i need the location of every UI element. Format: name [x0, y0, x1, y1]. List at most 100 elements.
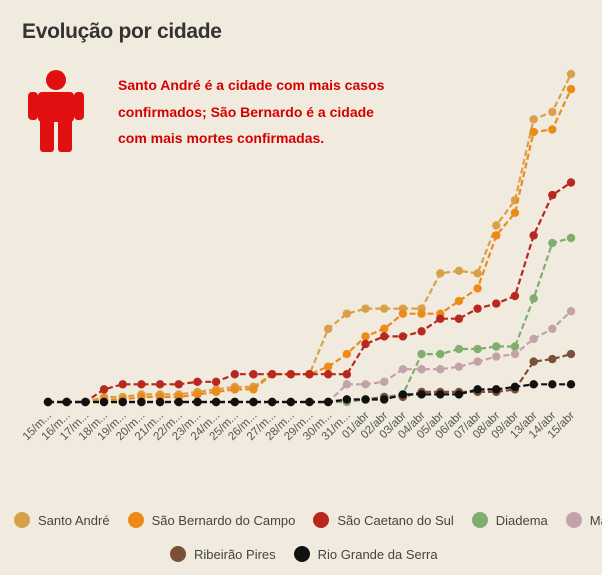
data-point[interactable] [454, 314, 464, 323]
data-point[interactable] [510, 349, 520, 359]
data-point[interactable] [492, 299, 501, 308]
data-point[interactable] [417, 390, 426, 399]
data-point[interactable] [492, 352, 501, 361]
data-point[interactable] [566, 178, 576, 187]
data-point[interactable] [473, 385, 482, 394]
data-point[interactable] [566, 233, 576, 243]
legend-item[interactable]: São Bernardo do Campo [127, 512, 295, 528]
data-point[interactable] [342, 395, 352, 404]
data-point[interactable] [342, 309, 352, 318]
data-point[interactable] [211, 397, 221, 407]
data-point[interactable] [342, 370, 352, 379]
data-point[interactable] [566, 84, 576, 94]
data-point[interactable] [99, 397, 109, 407]
data-point[interactable] [398, 332, 408, 341]
data-point[interactable] [548, 238, 557, 248]
data-point[interactable] [454, 344, 464, 354]
data-point[interactable] [492, 221, 501, 230]
data-point[interactable] [510, 382, 520, 392]
data-point[interactable] [137, 397, 146, 407]
data-point[interactable] [230, 397, 239, 407]
data-point[interactable] [529, 380, 538, 389]
data-point[interactable] [305, 370, 314, 379]
data-point[interactable] [323, 362, 333, 371]
legend-item[interactable]: Diadema [471, 512, 548, 528]
data-point[interactable] [193, 390, 202, 399]
data-point[interactable] [510, 291, 520, 301]
data-point[interactable] [118, 380, 127, 389]
data-point[interactable] [249, 370, 258, 379]
data-point[interactable] [380, 377, 389, 387]
data-point[interactable] [155, 380, 165, 389]
data-point[interactable] [529, 231, 538, 240]
data-point[interactable] [380, 324, 389, 334]
data-point[interactable] [529, 357, 538, 366]
legend-item[interactable]: Rio Grande da Serra [293, 546, 438, 562]
data-point[interactable] [492, 231, 501, 240]
legend-item[interactable]: São Caetano do Sul [313, 512, 454, 528]
data-point[interactable] [193, 397, 202, 407]
data-point[interactable] [305, 397, 314, 407]
data-point[interactable] [211, 387, 221, 397]
data-point[interactable] [43, 397, 53, 407]
data-point[interactable] [361, 332, 370, 341]
data-point[interactable] [155, 397, 165, 407]
data-point[interactable] [473, 357, 482, 366]
data-point[interactable] [230, 385, 239, 394]
data-point[interactable] [249, 397, 258, 407]
data-point[interactable] [361, 339, 370, 349]
data-point[interactable] [398, 390, 408, 399]
data-point[interactable] [342, 380, 352, 389]
data-point[interactable] [211, 377, 221, 387]
data-point[interactable] [62, 397, 71, 407]
data-point[interactable] [249, 385, 258, 394]
data-point[interactable] [454, 266, 464, 275]
data-point[interactable] [529, 334, 538, 344]
data-point[interactable] [323, 397, 333, 407]
data-point[interactable] [361, 304, 370, 313]
data-point[interactable] [492, 342, 501, 351]
data-point[interactable] [436, 349, 445, 359]
data-point[interactable] [436, 314, 445, 323]
data-point[interactable] [548, 107, 557, 117]
data-point[interactable] [361, 395, 370, 404]
data-point[interactable] [510, 342, 520, 351]
data-point[interactable] [492, 385, 501, 394]
data-point[interactable] [417, 349, 426, 359]
data-point[interactable] [417, 365, 426, 374]
legend-item[interactable]: Mauá [565, 512, 602, 528]
data-point[interactable] [566, 69, 576, 79]
data-point[interactable] [548, 190, 557, 200]
data-point[interactable] [473, 344, 482, 354]
data-point[interactable] [548, 324, 557, 334]
data-point[interactable] [398, 309, 408, 318]
data-point[interactable] [548, 354, 557, 364]
data-point[interactable] [398, 365, 408, 374]
data-point[interactable] [566, 349, 576, 359]
data-point[interactable] [473, 284, 482, 293]
data-point[interactable] [529, 294, 538, 303]
data-point[interactable] [174, 380, 183, 389]
data-point[interactable] [566, 306, 576, 316]
data-point[interactable] [81, 397, 90, 407]
data-point[interactable] [417, 327, 426, 336]
data-point[interactable] [286, 397, 296, 407]
data-point[interactable] [510, 208, 520, 217]
data-point[interactable] [548, 125, 557, 134]
data-point[interactable] [529, 127, 538, 137]
legend-item[interactable]: Santo André [14, 512, 110, 528]
data-point[interactable] [436, 365, 445, 374]
data-point[interactable] [193, 377, 202, 387]
data-point[interactable] [473, 304, 482, 313]
legend-item[interactable]: Ribeirão Pires [170, 546, 276, 562]
data-point[interactable] [323, 370, 333, 379]
data-point[interactable] [342, 349, 352, 359]
data-point[interactable] [529, 115, 538, 124]
data-point[interactable] [454, 390, 464, 399]
data-point[interactable] [267, 370, 277, 379]
data-point[interactable] [137, 380, 146, 389]
data-point[interactable] [454, 296, 464, 306]
data-point[interactable] [548, 380, 557, 389]
data-point[interactable] [267, 397, 277, 407]
data-point[interactable] [99, 385, 109, 394]
